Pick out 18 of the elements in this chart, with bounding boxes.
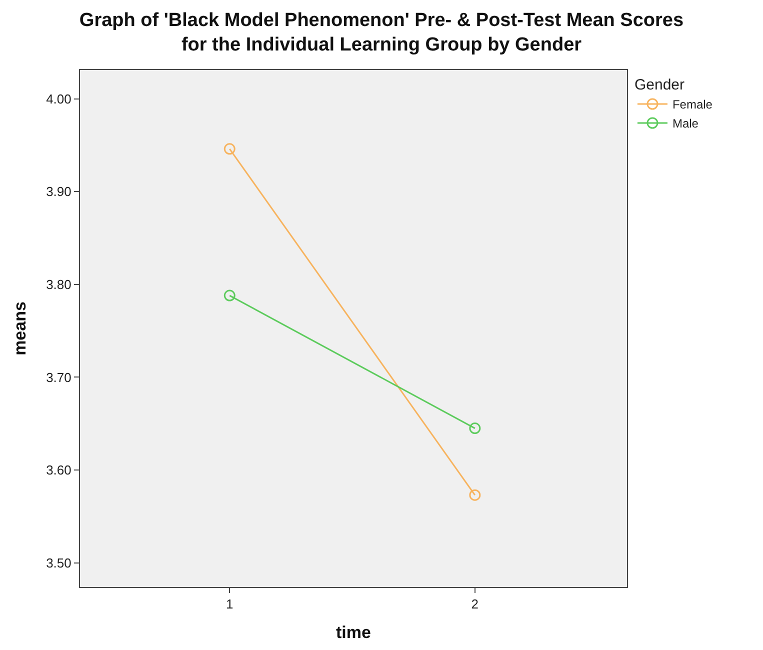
chart-title: Graph of 'Black Model Phenomenon' Pre- & Post-Test Mean Scores for the Individual Learning Group by Gender xyxy=(79,10,684,56)
point xyxy=(469,489,481,501)
point xyxy=(469,422,481,434)
y-tick-label: 3.50 xyxy=(46,555,72,570)
x-axis-title: time xyxy=(336,623,371,642)
legend-label: Male xyxy=(672,116,699,131)
y-tick-label: 4.00 xyxy=(46,91,72,106)
y-tick-label: 3.60 xyxy=(46,462,72,478)
legend-label: Female xyxy=(672,98,713,112)
point xyxy=(224,290,236,302)
x-tick-label: 1 xyxy=(226,596,234,612)
point xyxy=(224,143,236,155)
x-tick-label: 2 xyxy=(471,596,479,612)
y-tick-label: 3.70 xyxy=(46,370,72,385)
y-tick-label: 3.90 xyxy=(46,184,72,200)
y-tick-label: 3.80 xyxy=(46,276,72,292)
legend-title: Gender xyxy=(634,76,685,94)
y-axis-title: means xyxy=(10,302,30,356)
